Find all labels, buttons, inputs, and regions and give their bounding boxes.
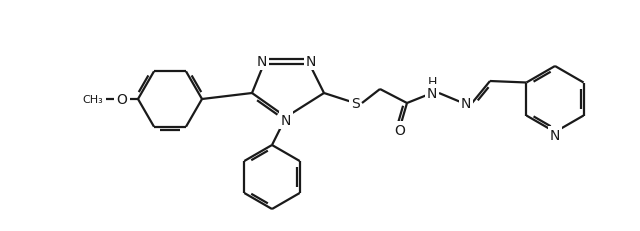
Text: H: H: [428, 76, 436, 89]
Text: O: O: [116, 93, 127, 106]
Text: S: S: [351, 97, 360, 110]
Text: O: O: [395, 123, 405, 137]
Text: CH₃: CH₃: [83, 94, 103, 105]
Text: N: N: [461, 97, 471, 110]
Text: N: N: [427, 87, 437, 100]
Text: N: N: [550, 128, 560, 142]
Text: N: N: [257, 55, 267, 69]
Text: N: N: [281, 113, 291, 128]
Text: N: N: [306, 55, 316, 69]
